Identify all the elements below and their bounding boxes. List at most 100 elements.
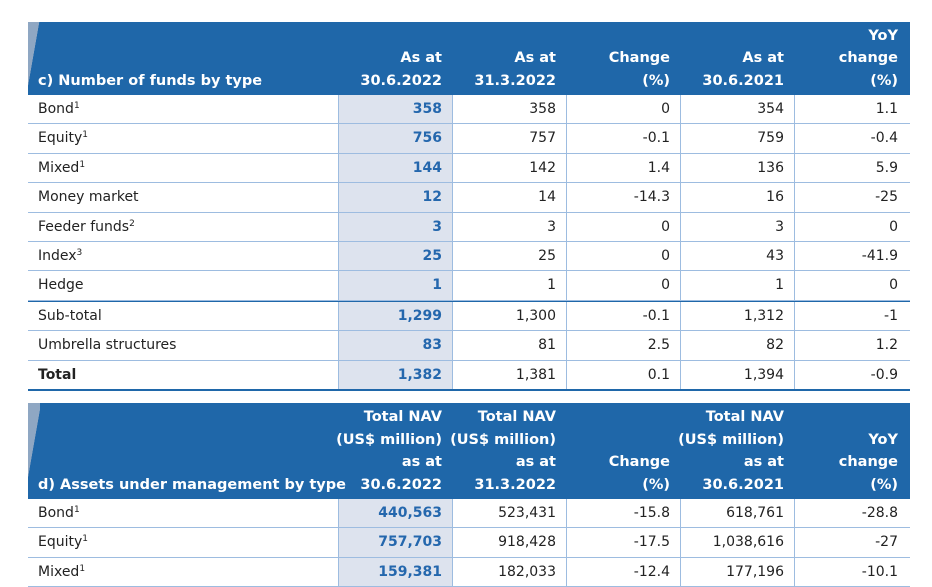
column-divider [680, 241, 681, 271]
row-label: Money market [38, 189, 139, 205]
column-divider [338, 153, 339, 183]
value-cell: 159,381 [378, 563, 442, 580]
column-divider [566, 271, 567, 300]
value-cell: 523,431 [498, 505, 556, 521]
column-divider [680, 124, 681, 153]
value-cell: 14 [538, 189, 556, 206]
value-cell: 1,299 [397, 307, 442, 324]
value-cell: 1 [775, 277, 784, 294]
column-divider [452, 360, 453, 389]
column-header: YoY change (%) [838, 431, 898, 493]
value-cell: 1.1 [875, 101, 898, 117]
highlight-column-bg [338, 183, 452, 212]
value-cell: 1,382 [397, 366, 442, 383]
column-divider [452, 241, 453, 271]
column-divider [338, 95, 339, 124]
value-cell: -1 [884, 307, 898, 324]
column-divider [452, 557, 453, 587]
column-divider [338, 183, 339, 212]
column-divider [452, 212, 453, 241]
footnote-marker: 2 [129, 218, 135, 229]
column-divider [566, 360, 567, 389]
value-cell: -25 [875, 189, 898, 206]
column-header: Total NAV (US$ million) as at 30.6.2021 [678, 409, 784, 493]
column-header: YoY change (%) [838, 27, 898, 89]
value-cell: 757 [529, 130, 556, 147]
value-cell: -27 [875, 534, 898, 551]
column-divider [566, 499, 567, 528]
footnote-marker: 1 [73, 101, 80, 111]
value-cell: -28.8 [861, 505, 898, 521]
column-divider [680, 557, 681, 587]
row-label-text: Equity [38, 130, 83, 147]
row-label: Umbrella structures [38, 337, 176, 353]
row-label: Mixed1 [38, 160, 85, 176]
value-cell: -17.5 [633, 534, 670, 551]
column-divider [338, 360, 339, 389]
row-label-text: Mixed [38, 563, 80, 580]
highlight-column-bg [338, 499, 452, 528]
table-row: Feeder funds2 3 3 0 3 0 [28, 212, 910, 242]
value-cell: -0.1 [642, 130, 670, 147]
value-cell: -0.1 [642, 307, 670, 324]
row-label: Equity1 [38, 534, 88, 550]
footnote-marker: 1 [79, 159, 86, 170]
highlight-column-bg [338, 331, 452, 360]
column-divider [566, 95, 567, 124]
row-label: Sub-total [38, 308, 102, 324]
row-label: Mixed1 [38, 564, 85, 580]
value-cell: 759 [757, 130, 784, 147]
column-divider [794, 271, 795, 300]
column-divider [338, 212, 339, 241]
column-divider [566, 331, 567, 360]
value-cell: 1,381 [515, 366, 556, 383]
value-cell: 81 [538, 337, 556, 354]
value-cell: 354 [757, 101, 784, 117]
column-divider [680, 95, 681, 124]
column-divider [452, 153, 453, 183]
highlight-column-bg [338, 241, 452, 271]
table-row: Total 1,382 1,381 0.1 1,394 -0.9 [28, 360, 910, 391]
table-row: Umbrella structures 83 81 2.5 82 1.2 [28, 331, 910, 361]
header-notch [28, 403, 40, 499]
table-row: Mixed1 144 142 1.4 136 5.9 [28, 153, 910, 184]
column-divider [452, 271, 453, 300]
highlight-column-bg [338, 301, 452, 331]
highlight-column-bg [338, 95, 452, 124]
column-divider [794, 499, 795, 528]
row-label-text: Index [38, 247, 77, 264]
value-cell: 2.5 [647, 337, 670, 354]
row-label: Total [38, 367, 76, 383]
row-label: Bond1 [38, 505, 80, 521]
value-cell: 358 [412, 101, 442, 117]
value-cell: 440,563 [378, 505, 442, 521]
column-divider [680, 153, 681, 183]
value-cell: 3 [547, 218, 556, 235]
table-title: d) Assets under management by type [38, 476, 346, 493]
column-divider [680, 271, 681, 300]
value-cell: 918,428 [498, 534, 556, 551]
highlight-column-bg [338, 124, 452, 153]
row-label: Bond1 [38, 101, 80, 117]
column-divider [794, 528, 795, 557]
footnote-marker: 1 [82, 534, 89, 545]
column-divider [566, 241, 567, 271]
value-cell: 182,033 [498, 563, 556, 580]
value-cell: -14.3 [633, 189, 670, 206]
value-cell: 43 [766, 247, 784, 264]
column-divider [338, 528, 339, 557]
value-cell: 25 [422, 247, 442, 264]
column-divider [794, 331, 795, 360]
value-cell: 82 [766, 337, 784, 354]
value-cell: 358 [529, 101, 556, 117]
value-cell: 756 [412, 130, 442, 147]
value-cell: 16 [766, 189, 784, 206]
column-divider [452, 528, 453, 557]
row-label-text: Hedge [38, 277, 84, 294]
value-cell: 136 [757, 159, 784, 176]
value-cell: -0.4 [870, 130, 898, 147]
value-cell: 1,312 [743, 307, 784, 324]
table-header: d) Assets under management by type Total… [28, 403, 910, 499]
column-divider [338, 241, 339, 271]
column-divider [566, 301, 567, 331]
